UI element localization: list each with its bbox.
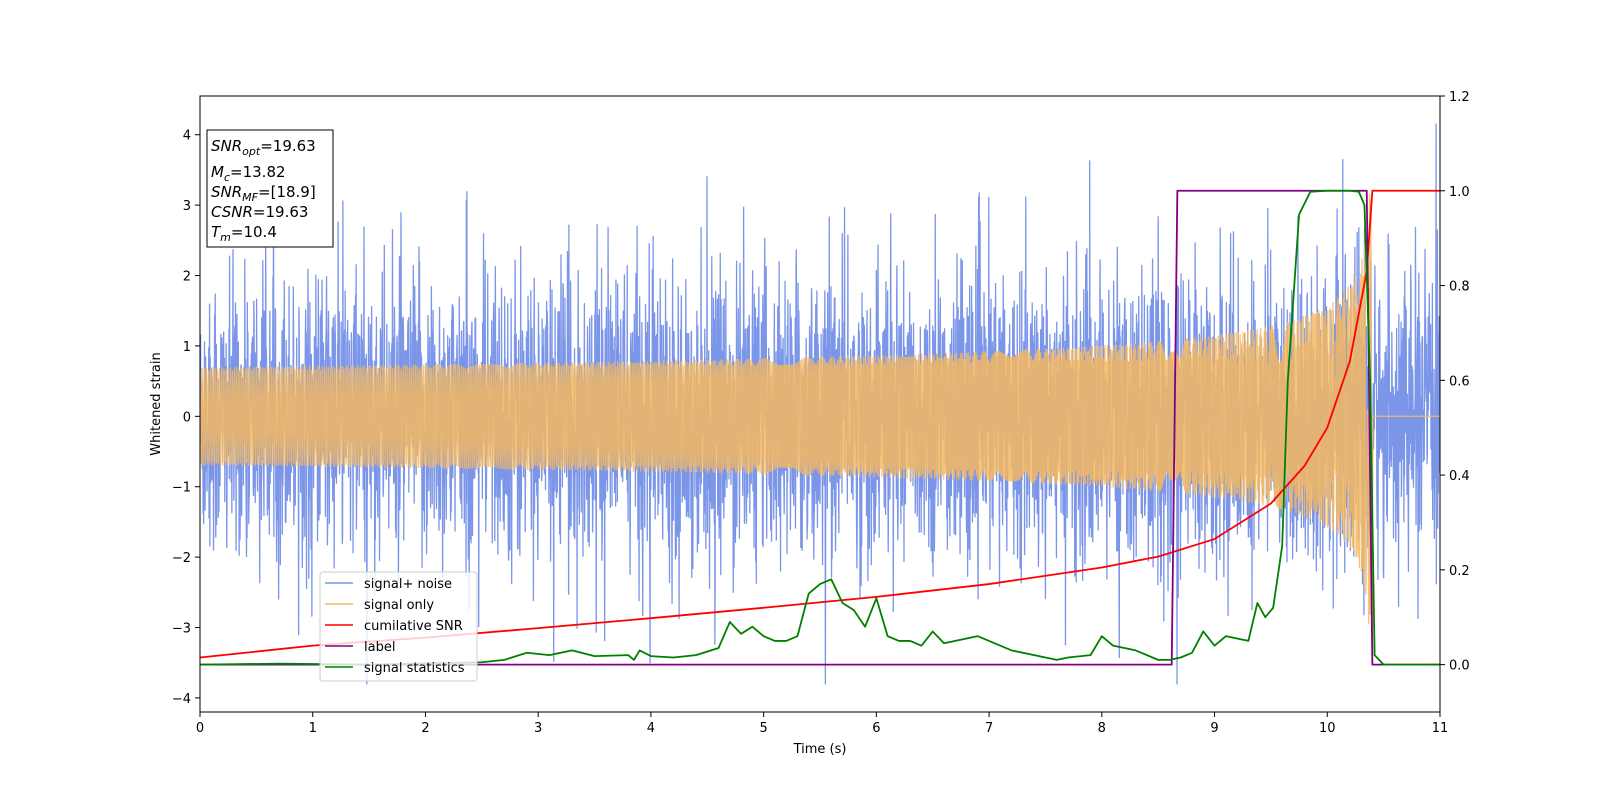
y-right-tick-label: 0.2 — [1449, 564, 1470, 579]
x-tick-label: 4 — [647, 721, 655, 736]
x-tick-label: 3 — [534, 721, 542, 736]
axes-frame — [199, 95, 1441, 713]
x-tick-label: 11 — [1432, 721, 1449, 736]
y-left-tick-label: 3 — [183, 199, 191, 214]
legend-item-signal-statistics: signal statistics — [325, 661, 465, 676]
y-right-tick-label: 0.8 — [1449, 280, 1470, 295]
x-axis: 0 1 2 3 4 5 6 7 8 9 10 11 — [196, 712, 1448, 736]
legend-label-signal-statistics: signal statistics — [364, 661, 465, 676]
legend-label-cumulative-snr: cumilative SNR — [364, 619, 463, 634]
info-snr-opt: SNRopt=19.63 — [211, 137, 316, 158]
y-right-tick-label: 0.4 — [1449, 469, 1470, 484]
y-right-tick-label: 1.0 — [1449, 185, 1470, 200]
x-tick-label: 1 — [309, 721, 317, 736]
y-right-tick-label: 1.2 — [1449, 90, 1470, 105]
info-csnr: CSNR=19.63 — [211, 203, 308, 221]
y-axis-left: −4 −3 −2 −1 0 1 2 3 4 — [172, 129, 200, 707]
y-left-tick-label: −3 — [172, 622, 191, 637]
y-right-tick-label: 0.0 — [1449, 659, 1470, 674]
y-left-tick-label: −1 — [172, 481, 191, 496]
legend: signal+ noise signal only cumilative SNR… — [319, 571, 478, 682]
y-axis-right: 0.0 0.2 0.4 0.6 0.8 1.0 1.2 — [1440, 90, 1470, 674]
series-signal-statistics-line — [200, 189, 1440, 666]
info-tm: Tm=10.4 — [211, 223, 277, 244]
x-tick-label: 5 — [759, 721, 767, 736]
legend-item-signal-noise: signal+ noise — [325, 577, 452, 592]
x-tick-label: 0 — [196, 721, 204, 736]
x-tick-label: 2 — [421, 721, 429, 736]
legend-item-label: label — [325, 640, 395, 655]
legend-label-label: label — [364, 640, 395, 655]
legend-label-signal-noise: signal+ noise — [364, 577, 452, 592]
series-clip-group — [200, 123, 1440, 685]
x-tick-label: 10 — [1319, 721, 1336, 736]
x-tick-label: 6 — [872, 721, 880, 736]
y-left-tick-label: −4 — [172, 692, 191, 707]
y-left-tick-label: 4 — [183, 129, 191, 144]
info-box: SNRopt=19.63 Mc=13.82 SNRMF=[18.9] CSNR=… — [206, 129, 334, 248]
legend-frame — [319, 571, 478, 682]
x-tick-label: 8 — [1098, 721, 1106, 736]
y-left-tick-label: 1 — [183, 340, 191, 355]
legend-item-cumulative-snr: cumilative SNR — [325, 619, 463, 634]
x-tick-label: 7 — [985, 721, 993, 736]
legend-label-signal-only: signal only — [364, 598, 434, 613]
info-box-frame — [206, 129, 334, 248]
y-left-tick-label: −2 — [172, 551, 191, 566]
x-tick-label: 9 — [1210, 721, 1218, 736]
series-signal-only-line — [200, 194, 1440, 639]
y-left-tick-label: 2 — [183, 270, 191, 285]
series-layer — [200, 123, 1440, 685]
y-right-tick-label: 0.6 — [1449, 374, 1470, 389]
legend-item-signal-only: signal only — [325, 598, 434, 613]
y-left-tick-label: 0 — [183, 410, 191, 425]
info-snr-mf: SNRMF=[18.9] — [211, 183, 316, 204]
y-axis-label: Whitened strain — [149, 352, 164, 455]
info-mc: Mc=13.82 — [211, 163, 286, 184]
x-axis-label: Time (s) — [793, 742, 847, 757]
